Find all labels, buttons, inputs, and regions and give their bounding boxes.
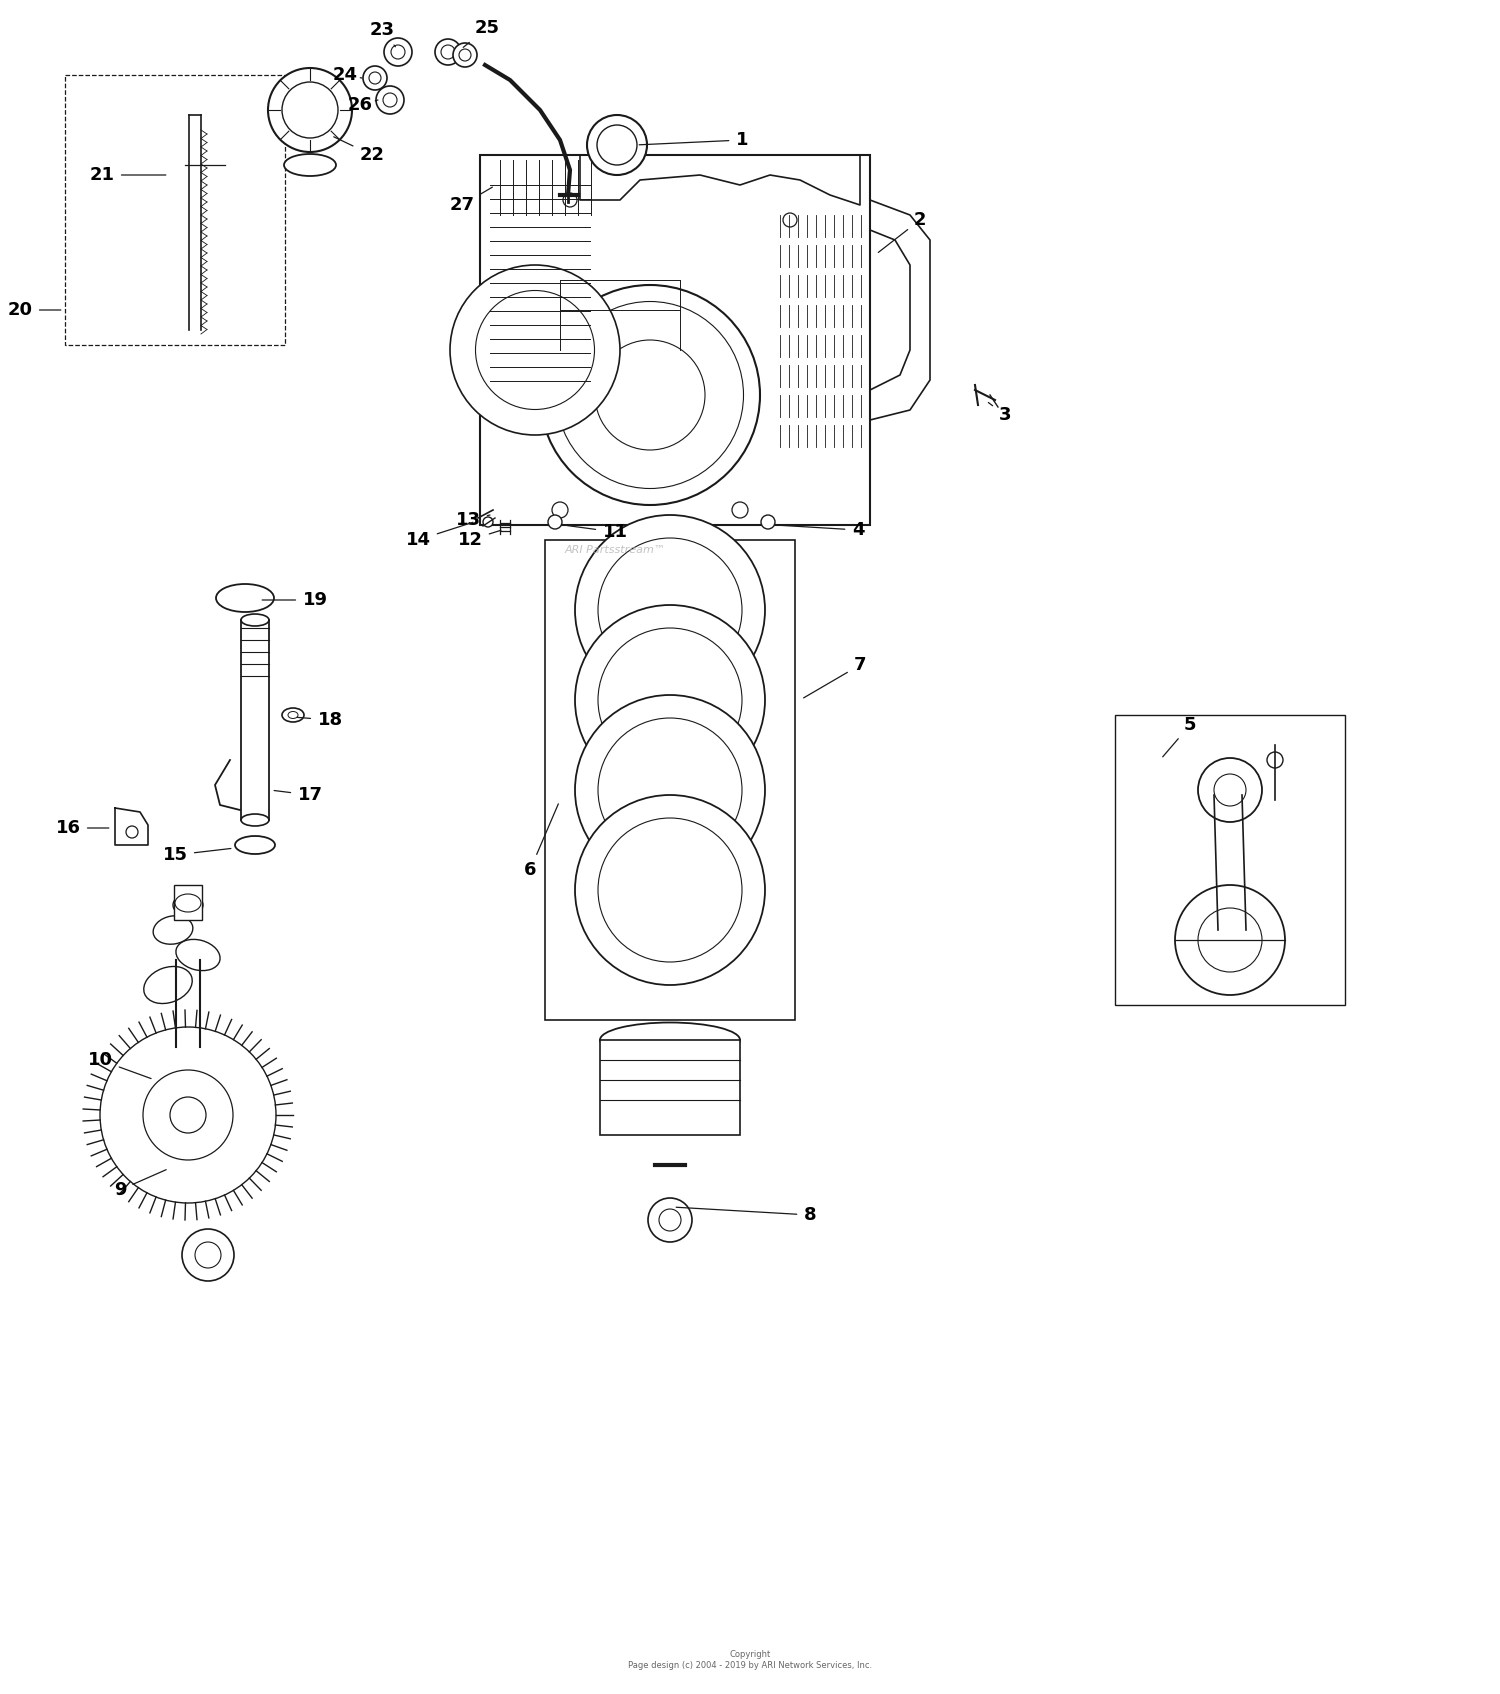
Circle shape (552, 501, 568, 518)
Circle shape (597, 125, 638, 164)
Circle shape (483, 517, 494, 527)
Text: 10: 10 (87, 1050, 152, 1079)
Text: 4: 4 (778, 522, 864, 539)
Circle shape (658, 1210, 681, 1232)
Ellipse shape (144, 967, 192, 1003)
Text: ARI Partsstream™: ARI Partsstream™ (566, 545, 666, 556)
Circle shape (1174, 884, 1286, 994)
Circle shape (598, 818, 742, 962)
Ellipse shape (242, 815, 268, 827)
Circle shape (182, 1230, 234, 1281)
Text: 11: 11 (567, 523, 627, 540)
Circle shape (195, 1242, 220, 1269)
Ellipse shape (153, 916, 194, 944)
Ellipse shape (284, 154, 336, 176)
Bar (64, 75, 285, 346)
Circle shape (369, 73, 381, 85)
Text: 5: 5 (1162, 717, 1197, 757)
Circle shape (435, 39, 460, 64)
Circle shape (376, 86, 404, 113)
Ellipse shape (172, 894, 202, 916)
Bar (174, 884, 202, 920)
Circle shape (476, 290, 594, 410)
Text: 7: 7 (804, 656, 867, 698)
Circle shape (1214, 774, 1246, 806)
Circle shape (783, 213, 796, 227)
Circle shape (598, 628, 742, 772)
Circle shape (548, 515, 562, 529)
Circle shape (142, 1071, 232, 1160)
Text: 17: 17 (274, 786, 322, 805)
Text: 25: 25 (464, 19, 500, 47)
Text: 3: 3 (988, 403, 1011, 424)
Text: Copyright
Page design (c) 2004 - 2019 by ARI Network Services, Inc.: Copyright Page design (c) 2004 - 2019 by… (628, 1650, 872, 1670)
Text: 24: 24 (333, 66, 362, 85)
Text: 22: 22 (334, 137, 384, 164)
Ellipse shape (216, 584, 274, 612)
Circle shape (648, 1198, 692, 1242)
Circle shape (760, 515, 776, 529)
Circle shape (540, 285, 760, 505)
Bar (1114, 715, 1346, 1005)
Circle shape (1198, 757, 1262, 822)
Text: 14: 14 (405, 522, 472, 549)
Circle shape (441, 46, 454, 59)
Text: 1: 1 (639, 130, 748, 149)
Circle shape (732, 501, 748, 518)
Circle shape (363, 66, 387, 90)
Circle shape (392, 46, 405, 59)
Circle shape (450, 264, 620, 435)
Circle shape (598, 539, 742, 683)
Text: 19: 19 (262, 591, 327, 610)
Circle shape (574, 515, 765, 705)
Ellipse shape (242, 613, 268, 627)
Text: 20: 20 (8, 302, 62, 318)
Text: 27: 27 (450, 186, 492, 213)
Ellipse shape (176, 894, 201, 911)
Bar (480, 154, 870, 525)
Ellipse shape (282, 708, 304, 722)
Text: 18: 18 (297, 711, 342, 728)
Circle shape (100, 1027, 276, 1203)
Text: 8: 8 (676, 1206, 816, 1225)
Text: 2: 2 (879, 212, 926, 252)
Circle shape (574, 605, 765, 794)
Circle shape (574, 695, 765, 884)
Bar (544, 540, 795, 1020)
Text: 6: 6 (524, 805, 558, 879)
Circle shape (1268, 752, 1282, 767)
Ellipse shape (176, 940, 220, 971)
Circle shape (562, 193, 578, 207)
Circle shape (574, 794, 765, 984)
Circle shape (459, 49, 471, 61)
Circle shape (453, 42, 477, 68)
Circle shape (598, 718, 742, 862)
Bar (600, 1040, 740, 1135)
Text: 21: 21 (90, 166, 166, 185)
Text: 13: 13 (456, 512, 490, 529)
Circle shape (596, 340, 705, 451)
Circle shape (126, 827, 138, 839)
Text: 26: 26 (348, 97, 378, 113)
Circle shape (384, 37, 412, 66)
Ellipse shape (600, 1023, 740, 1057)
Circle shape (170, 1098, 206, 1133)
Text: 12: 12 (458, 530, 501, 549)
Circle shape (586, 115, 646, 174)
Circle shape (1198, 908, 1262, 972)
Text: 15: 15 (162, 845, 231, 864)
Ellipse shape (288, 711, 298, 718)
Text: 16: 16 (56, 818, 110, 837)
Circle shape (268, 68, 352, 152)
Text: 23: 23 (369, 20, 396, 47)
Ellipse shape (236, 837, 274, 854)
Circle shape (282, 81, 338, 137)
Text: 9: 9 (114, 1169, 166, 1199)
Circle shape (382, 93, 398, 107)
Circle shape (556, 302, 744, 488)
